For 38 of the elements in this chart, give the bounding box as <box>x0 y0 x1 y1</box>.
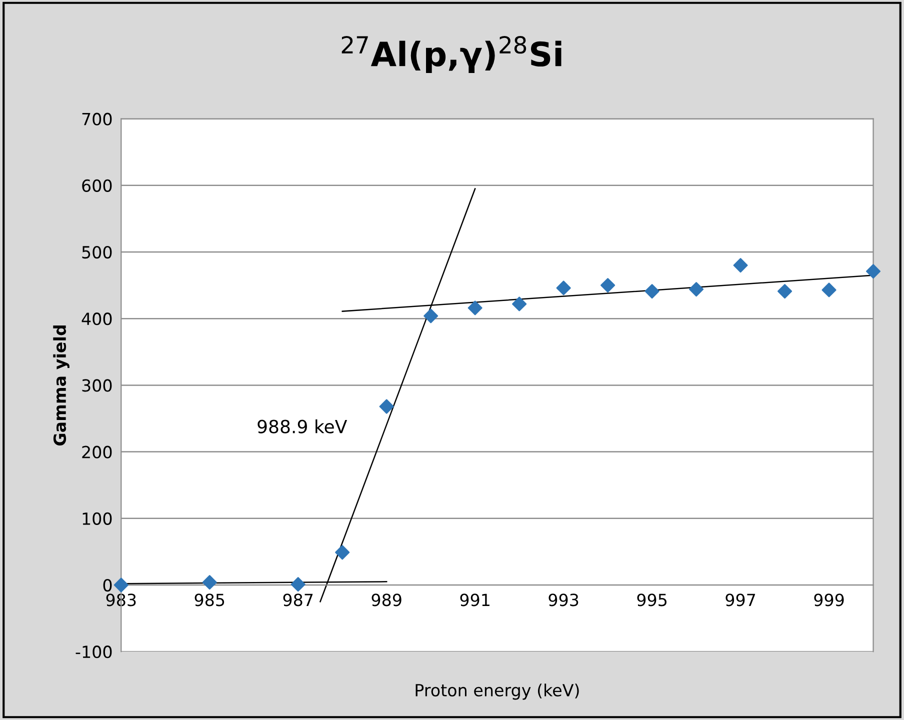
x-tick-label: 999 <box>814 594 844 606</box>
y-tick-label: 100 <box>82 512 112 525</box>
point <box>335 545 350 560</box>
y-axis-title: Gamma yield <box>53 325 70 446</box>
point <box>689 282 704 297</box>
x-tick-label: 989 <box>372 594 402 606</box>
x-tick-label: 983 <box>106 594 136 606</box>
x-tick-label: 991 <box>460 594 490 606</box>
y-tick-label: 300 <box>82 379 112 392</box>
y-tick-label: 200 <box>82 446 112 458</box>
y-tick-label: 0 <box>103 578 112 592</box>
x-tick-label: 987 <box>283 594 313 606</box>
point <box>777 284 792 299</box>
chart-title: $^{27}$Al(p,γ)$^{28}$Si <box>342 36 562 74</box>
x-tick-label: 997 <box>726 594 756 606</box>
point <box>556 280 571 296</box>
point <box>866 264 881 279</box>
x-tick-label: 995 <box>637 594 666 606</box>
x-axis-title: Proton energy (keV) <box>416 684 579 700</box>
y-tick-label: 500 <box>82 246 112 259</box>
point <box>290 577 306 592</box>
y-tick-label: -100 <box>76 646 112 658</box>
point <box>733 258 748 273</box>
point <box>822 282 836 298</box>
point <box>600 278 616 293</box>
point <box>644 284 660 299</box>
point <box>379 399 394 414</box>
point <box>202 575 217 590</box>
y-tick-label: 600 <box>82 179 112 192</box>
y-tick-label: 400 <box>82 312 112 326</box>
point <box>512 296 527 312</box>
x-tick-label: 985 <box>194 594 224 606</box>
point <box>424 308 438 324</box>
x-tick-label: 993 <box>548 594 578 606</box>
point <box>468 300 482 316</box>
y-tick-label: 700 <box>82 112 112 126</box>
point <box>114 578 128 592</box>
annotation: 988.9 keV <box>258 419 348 434</box>
